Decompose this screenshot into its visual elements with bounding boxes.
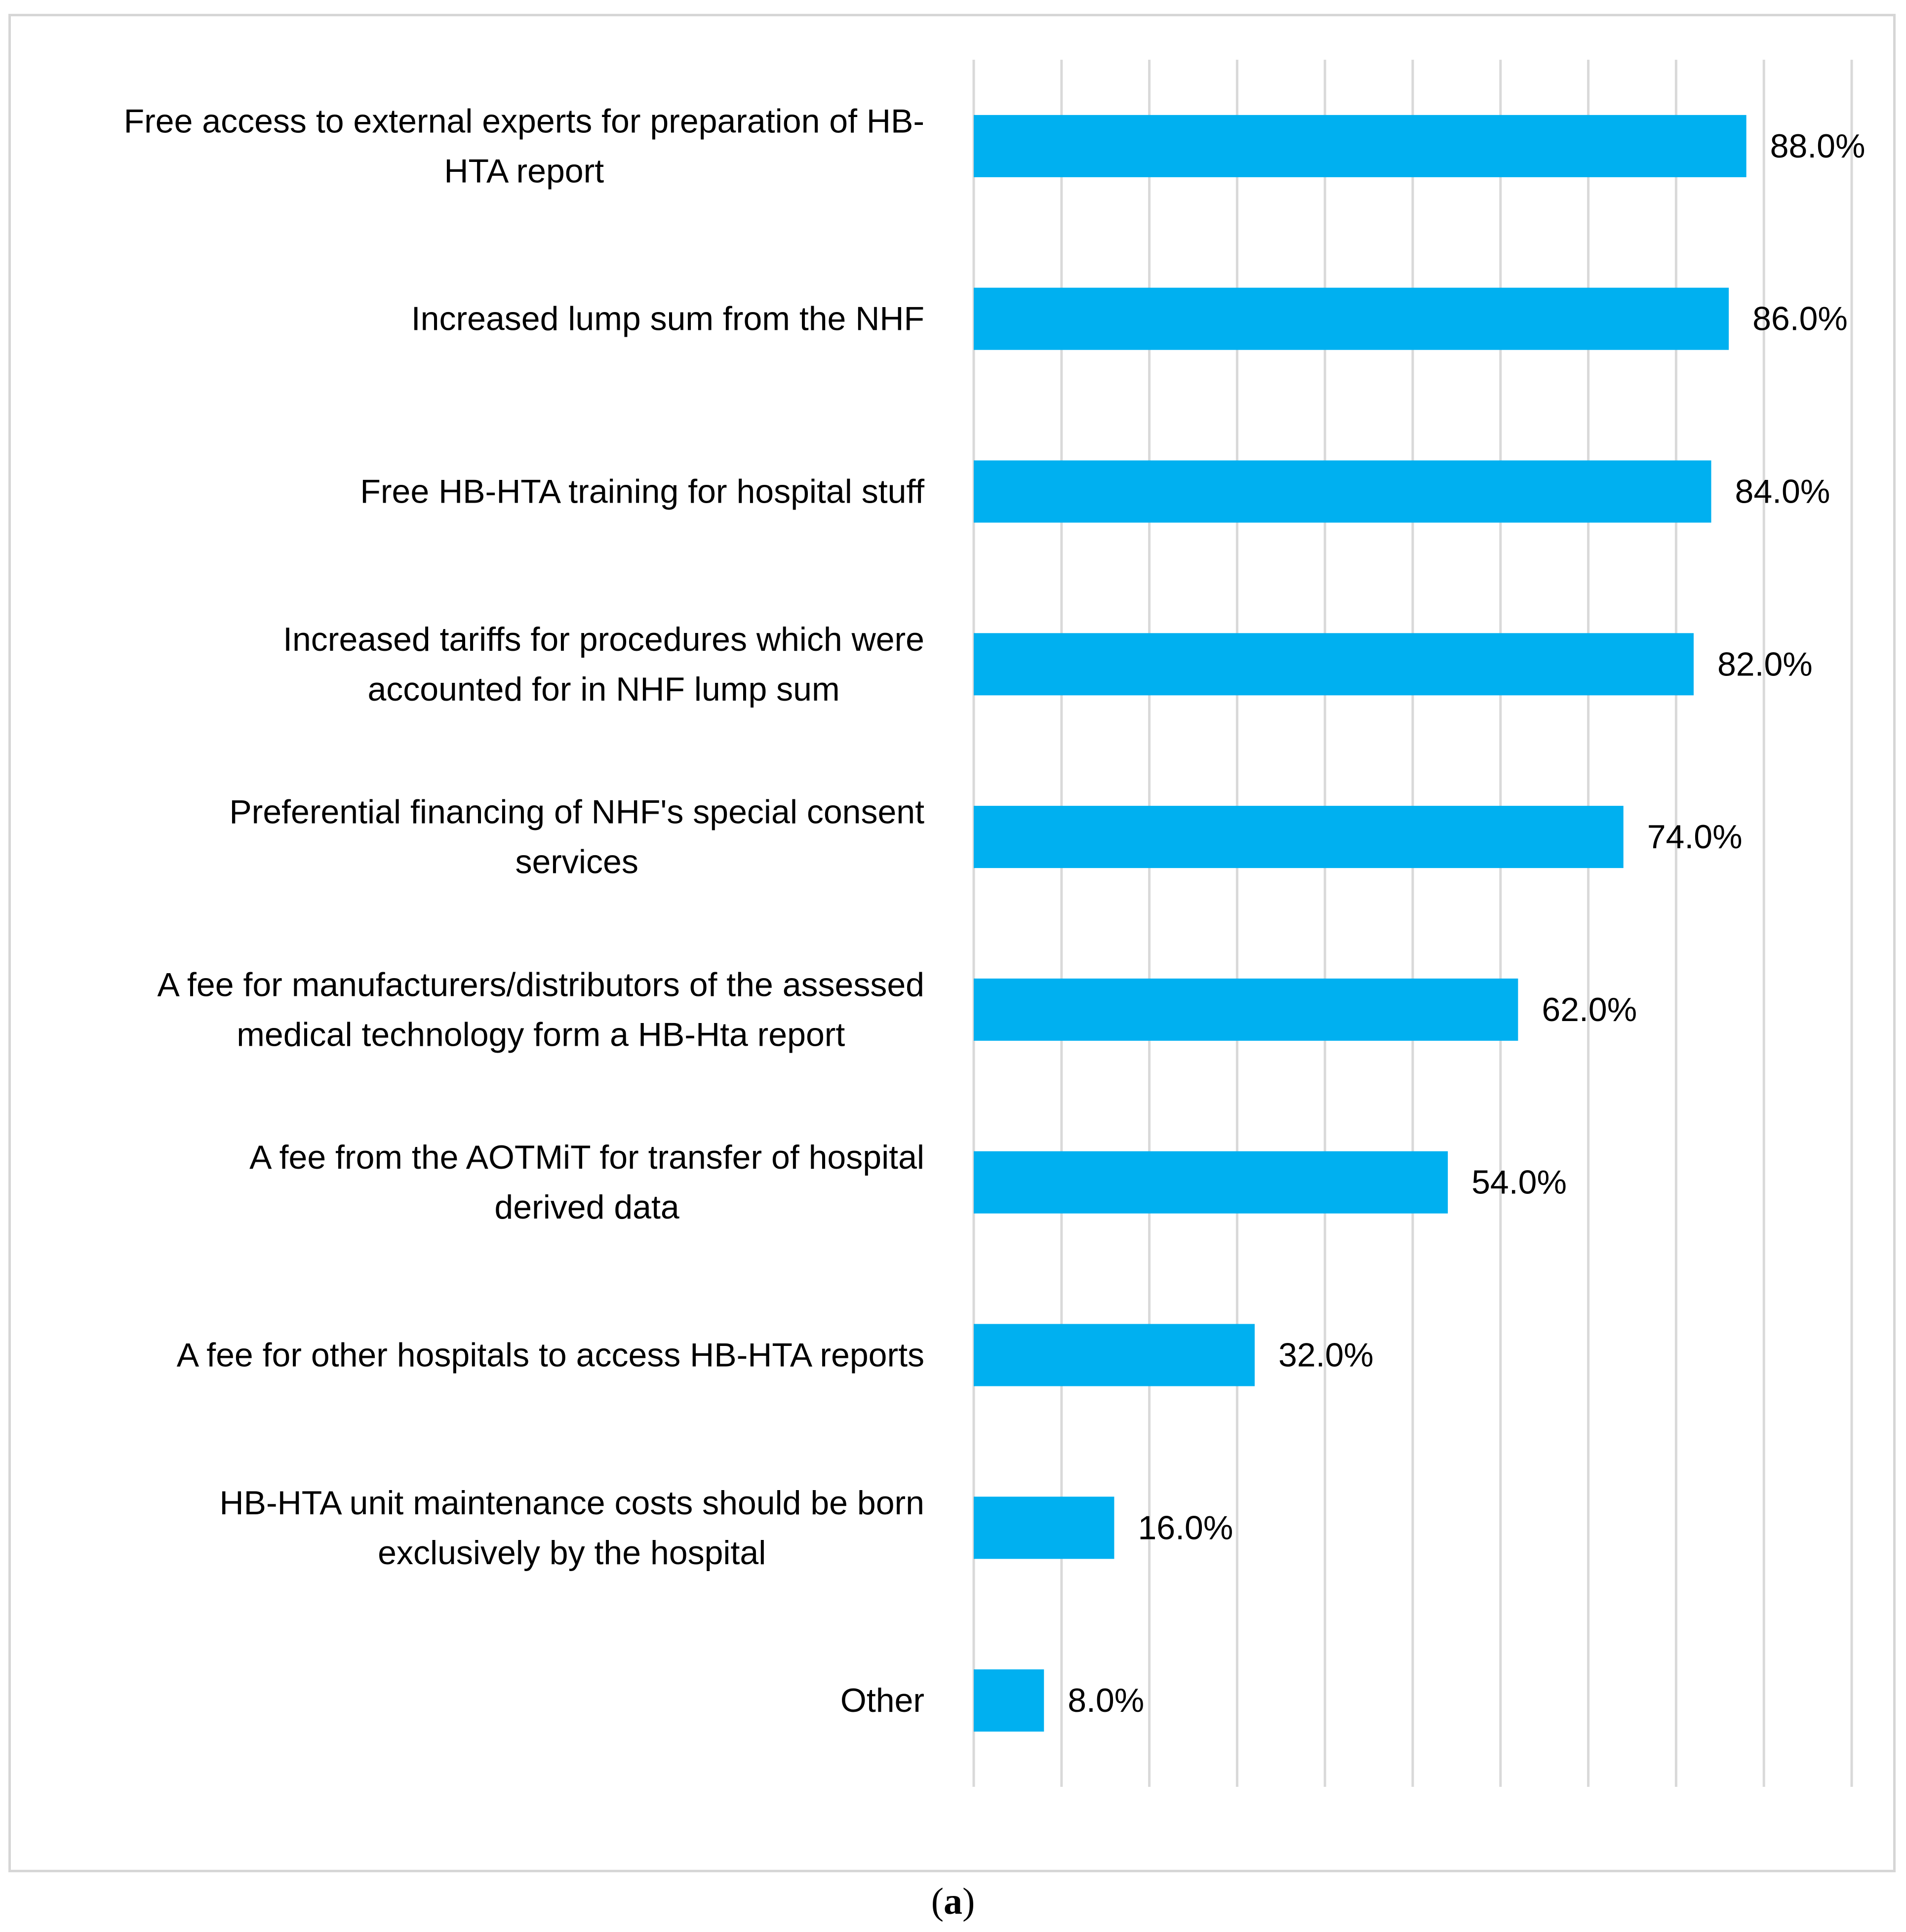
- category-label-8: HB-HTA unit maintenance costs should be …: [219, 1484, 924, 1572]
- bars: [974, 115, 1747, 1732]
- chart-frame: Free access to external experts for prep…: [8, 14, 1896, 1872]
- category-label-4: Preferential financing of NHF's special …: [229, 793, 924, 881]
- value-label-5: 62.0%: [1542, 991, 1637, 1028]
- bar-9: [974, 1669, 1044, 1732]
- caption-open: (: [931, 1881, 944, 1922]
- value-label-3: 82.0%: [1717, 645, 1813, 683]
- value-label-9: 8.0%: [1068, 1682, 1144, 1719]
- value-label-7: 32.0%: [1278, 1337, 1374, 1374]
- value-label-6: 54.0%: [1471, 1164, 1567, 1201]
- caption-close: ): [962, 1881, 975, 1922]
- category-label-6: A fee from the AOTMiT for transfer of ho…: [249, 1139, 924, 1226]
- bar-chart: Free access to external experts for prep…: [124, 60, 1865, 1787]
- value-label-4: 74.0%: [1647, 818, 1743, 856]
- bar-4: [974, 806, 1624, 868]
- bar-5: [974, 978, 1518, 1041]
- value-label-8: 16.0%: [1138, 1509, 1233, 1546]
- category-label-3: Increased tariffs for procedures which w…: [283, 621, 924, 708]
- bar-1: [974, 287, 1729, 350]
- category-label-5: A fee for manufacturers/distributors of …: [158, 966, 924, 1053]
- category-label-2: Free HB-HTA training for hospital stuff: [360, 473, 924, 511]
- value-label-1: 86.0%: [1752, 300, 1848, 338]
- category-label-0: Free access to external experts for prep…: [124, 102, 924, 190]
- bar-8: [974, 1497, 1114, 1559]
- bar-6: [974, 1151, 1448, 1214]
- caption-letter: a: [944, 1881, 962, 1922]
- value-label-0: 88.0%: [1770, 127, 1866, 165]
- category-label-9: Other: [840, 1682, 924, 1719]
- category-labels: Free access to external experts for prep…: [124, 102, 925, 1719]
- bar-3: [974, 633, 1694, 696]
- bar-7: [974, 1324, 1255, 1386]
- figure-caption: (a): [0, 1880, 1906, 1923]
- category-label-1: Increased lump sum from the NHF: [411, 300, 924, 338]
- value-labels: 88.0% 86.0% 84.0% 82.0% 74.0% 62.0% 54.0% 32.0%…: [1068, 127, 1865, 1719]
- value-label-2: 84.0%: [1735, 473, 1830, 511]
- bar-0: [974, 115, 1747, 177]
- category-label-7: A fee for other hospitals to access HB-H…: [177, 1337, 924, 1374]
- bar-2: [974, 460, 1711, 523]
